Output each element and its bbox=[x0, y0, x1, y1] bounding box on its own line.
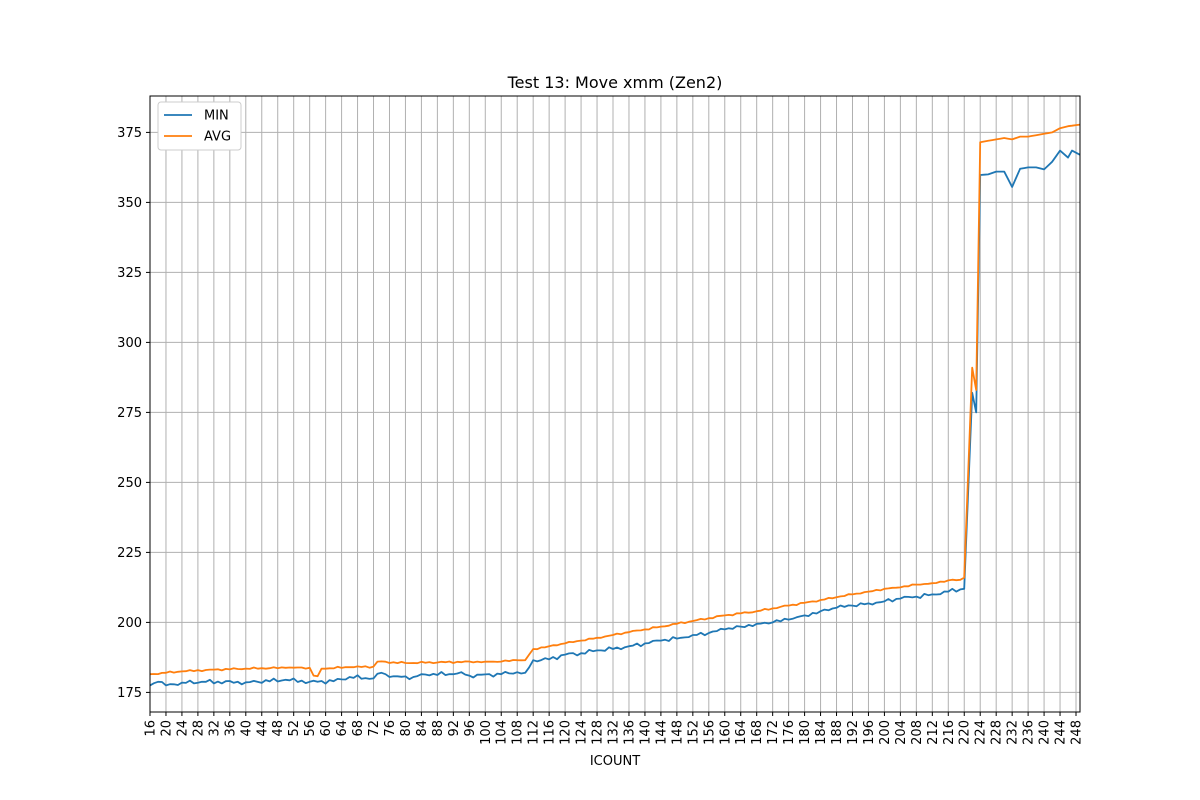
y-tick-label: 375 bbox=[117, 126, 142, 141]
x-tick-label: 232 bbox=[1006, 720, 1021, 745]
y-tick-label: 250 bbox=[117, 476, 142, 491]
y-tick-label: 175 bbox=[117, 686, 142, 701]
x-tick-label: 112 bbox=[527, 720, 542, 745]
x-tick-label: 32 bbox=[207, 720, 222, 737]
x-tick-label: 40 bbox=[239, 720, 254, 737]
x-tick-label: 116 bbox=[543, 720, 558, 745]
y-tick-label: 350 bbox=[117, 196, 142, 211]
x-tick-label: 28 bbox=[191, 720, 206, 737]
x-tick-label: 24 bbox=[175, 720, 190, 737]
x-tick-label: 204 bbox=[894, 720, 909, 745]
x-tick-label: 124 bbox=[575, 720, 590, 745]
y-tick-label: 325 bbox=[117, 266, 142, 281]
x-tick-label: 192 bbox=[846, 720, 861, 745]
x-tick-label: 216 bbox=[942, 720, 957, 745]
x-tick-label: 140 bbox=[638, 720, 653, 745]
x-tick-label: 160 bbox=[718, 720, 733, 745]
x-tick-label: 84 bbox=[415, 720, 430, 737]
x-tick-label: 248 bbox=[1070, 720, 1085, 745]
x-tick-label: 88 bbox=[431, 720, 446, 737]
y-tick-label: 300 bbox=[117, 336, 142, 351]
x-tick-label: 184 bbox=[814, 720, 829, 745]
x-axis-ticks: 16 20 24 28 32 36 40 44 48 52 56 60 64 68 72 76 80 84 88 92… bbox=[144, 712, 1085, 745]
x-tick-label: 120 bbox=[559, 720, 574, 745]
x-tick-label: 168 bbox=[750, 720, 765, 745]
x-tick-label: 44 bbox=[255, 720, 270, 737]
legend-label-min: MIN bbox=[204, 109, 229, 124]
x-tick-label: 64 bbox=[335, 720, 350, 737]
y-tick-label: 200 bbox=[117, 616, 142, 631]
legend-box bbox=[157, 101, 242, 151]
x-tick-label: 200 bbox=[878, 720, 893, 745]
x-tick-label: 228 bbox=[990, 720, 1005, 745]
x-tick-label: 16 bbox=[144, 720, 159, 737]
x-tick-label: 56 bbox=[303, 720, 318, 737]
y-tick-label: 275 bbox=[117, 406, 142, 421]
x-tick-label: 76 bbox=[383, 720, 398, 737]
legend-label-avg: AVG bbox=[204, 130, 231, 145]
x-tick-label: 220 bbox=[958, 720, 973, 745]
plot-area-frame bbox=[149, 95, 1081, 713]
x-tick-label: 20 bbox=[159, 720, 174, 737]
x-tick-label: 196 bbox=[862, 720, 877, 745]
x-tick-label: 236 bbox=[1022, 720, 1037, 745]
series-line-min bbox=[149, 149, 1081, 687]
y-axis-ticks: 175 200 225 250 275 300 325 350 375 bbox=[117, 126, 150, 701]
x-tick-label: 80 bbox=[399, 720, 414, 737]
x-tick-label: 188 bbox=[830, 720, 845, 745]
x-tick-label: 244 bbox=[1054, 720, 1069, 745]
x-tick-label: 152 bbox=[686, 720, 701, 745]
series-line-avg bbox=[149, 123, 1081, 678]
x-tick-label: 172 bbox=[766, 720, 781, 745]
x-tick-label: 104 bbox=[495, 720, 510, 745]
y-tick-label: 225 bbox=[117, 546, 142, 561]
x-tick-label: 100 bbox=[479, 720, 494, 745]
x-tick-label: 212 bbox=[926, 720, 941, 745]
x-tick-label: 96 bbox=[463, 720, 478, 737]
x-tick-label: 36 bbox=[223, 720, 238, 737]
x-tick-label: 148 bbox=[670, 720, 685, 745]
legend[interactable]: MIN AVG bbox=[157, 101, 242, 151]
x-tick-label: 180 bbox=[798, 720, 813, 745]
x-tick-label: 92 bbox=[447, 720, 462, 737]
x-tick-label: 224 bbox=[974, 720, 989, 745]
x-tick-label: 156 bbox=[702, 720, 717, 745]
x-tick-label: 108 bbox=[511, 720, 526, 745]
x-tick-label: 240 bbox=[1038, 720, 1053, 745]
x-tick-label: 132 bbox=[607, 720, 622, 745]
x-tick-label: 68 bbox=[351, 720, 366, 737]
x-tick-label: 136 bbox=[622, 720, 637, 745]
x-tick-label: 176 bbox=[782, 720, 797, 745]
x-tick-label: 52 bbox=[287, 720, 302, 737]
series-lines bbox=[149, 123, 1081, 687]
x-tick-label: 72 bbox=[367, 720, 382, 737]
x-tick-label: 144 bbox=[654, 720, 669, 745]
x-axis-label: ICOUNT bbox=[590, 754, 640, 769]
chart-title: Test 13: Move xmm (Zen2) bbox=[507, 73, 723, 92]
x-tick-label: 208 bbox=[910, 720, 925, 745]
grid bbox=[149, 96, 1080, 712]
x-tick-label: 48 bbox=[271, 720, 286, 737]
x-tick-label: 128 bbox=[591, 720, 606, 745]
x-tick-label: 60 bbox=[319, 720, 334, 737]
x-tick-label: 164 bbox=[734, 720, 749, 745]
